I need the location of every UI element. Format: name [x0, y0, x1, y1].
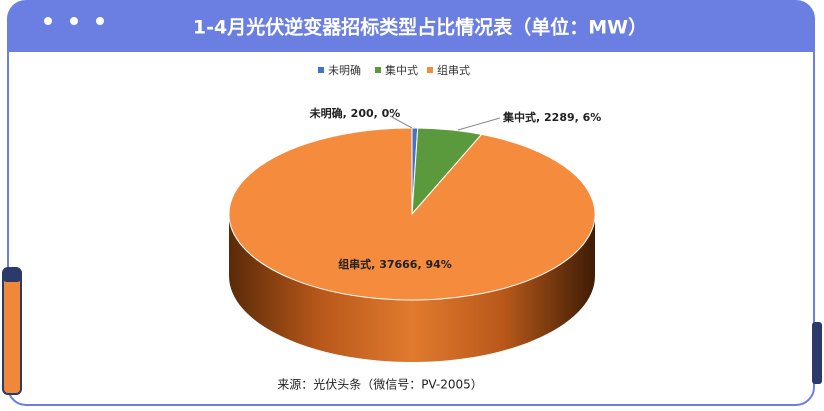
legend-label: 未明确 — [328, 64, 361, 77]
data-label: 组串式, 37666, 94% — [338, 257, 452, 271]
dot — [44, 17, 52, 25]
side-tab — [812, 322, 822, 384]
source-note: 来源：光伏头条（微信号：PV-2005） — [277, 378, 483, 392]
legend-label: 组串式 — [437, 63, 470, 77]
leader-line — [457, 117, 501, 131]
header-band — [8, 1, 814, 52]
legend-label: 集中式 — [385, 63, 418, 77]
legend-swatch — [318, 67, 324, 73]
leader-line — [389, 115, 413, 129]
dot — [96, 17, 104, 25]
chart-title: 1-4月光伏逆变器招标类型占比情况表（单位：MW） — [193, 16, 647, 39]
pencil-cap — [3, 268, 21, 282]
data-label: 未明确, 200, 0% — [309, 106, 401, 120]
legend-swatch — [427, 67, 433, 73]
legend-swatch — [375, 67, 381, 73]
dot — [70, 17, 78, 25]
pencil-decoration — [2, 267, 22, 395]
slice-side — [229, 214, 595, 362]
slice — [228, 127, 596, 301]
data-label: 集中式, 2289, 6% — [502, 110, 601, 124]
